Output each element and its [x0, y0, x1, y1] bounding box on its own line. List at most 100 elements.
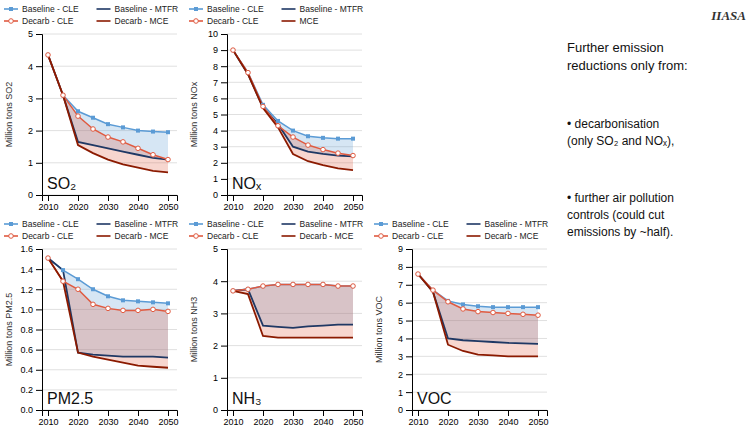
- marker: [231, 48, 236, 53]
- y-tick-label: 2: [28, 126, 33, 136]
- x-tick: [168, 410, 169, 416]
- x-tick: [168, 195, 169, 201]
- x-tick: [263, 410, 264, 416]
- marker: [166, 309, 171, 314]
- marker: [151, 130, 155, 134]
- plot-area: 20102020203020402050012345Million tons S…: [4, 29, 179, 212]
- y-tick-label: 7: [398, 280, 403, 290]
- x-tick-label: 2050: [343, 417, 363, 427]
- marks: [231, 48, 356, 170]
- grid-line: [42, 289, 177, 290]
- y-tick: [36, 370, 42, 371]
- legend-label: Decarb - CLE: [22, 16, 74, 26]
- panel: 20102020203020402050012345Million tons N…: [189, 219, 364, 427]
- y-tick-group: 6: [398, 298, 412, 308]
- y-tick-group: 7: [213, 78, 227, 88]
- y-tick-label: 4: [213, 126, 218, 136]
- marker: [306, 134, 310, 138]
- y-tick-group: 9: [213, 45, 227, 55]
- marker: [291, 282, 296, 287]
- x-tick: [78, 410, 79, 416]
- legend-label: Baseline - MTFR: [300, 219, 364, 229]
- x-tick-label: 2030: [98, 202, 118, 212]
- x-tick-group: 2010: [38, 410, 58, 427]
- x-tick-label: 2030: [283, 202, 303, 212]
- y-tick-label: 1: [213, 373, 218, 383]
- legend-item: Baseline - MTFR: [467, 219, 549, 229]
- x-tick-label: 2040: [498, 417, 518, 427]
- y-tick-label: 0.0: [20, 405, 33, 415]
- y-tick-label: 9: [213, 45, 218, 55]
- y-tick-label: 1.6: [20, 244, 33, 254]
- panel-label: NOₓ: [232, 175, 262, 192]
- x-tick: [418, 410, 419, 416]
- marker: [321, 282, 326, 287]
- legend: Baseline - CLEBaseline - MTFRDecarb - CL…: [189, 4, 363, 26]
- marker: [291, 129, 295, 133]
- x-tick-group: 2040: [128, 195, 148, 212]
- x-tick-group: 2050: [343, 195, 363, 212]
- legend-marker: [194, 234, 199, 239]
- x-tick-label: 2050: [528, 417, 548, 427]
- marker: [166, 130, 170, 134]
- marker: [46, 256, 50, 260]
- y-tick: [406, 267, 412, 268]
- marker: [76, 287, 81, 292]
- legend-marker: [9, 234, 14, 239]
- marker: [46, 256, 51, 261]
- legend-marker: [194, 7, 198, 11]
- marker: [536, 305, 540, 309]
- grid-line: [227, 50, 362, 51]
- x-tick: [108, 410, 109, 416]
- x-tick: [353, 410, 354, 416]
- legend-marker: [194, 222, 198, 226]
- legend-item: Baseline - CLE: [4, 219, 79, 229]
- legend-item: Decarb - MCE: [97, 231, 169, 241]
- legend-swatch: [282, 8, 296, 10]
- grid-line: [412, 302, 547, 303]
- marker: [76, 114, 81, 119]
- marker: [46, 53, 50, 57]
- y-tick-label: 5: [28, 29, 33, 39]
- legend-item: Decarb - MCE: [467, 231, 539, 241]
- annotation-line: reductions only from:: [567, 58, 688, 73]
- legend-item: Decarb - MCE: [282, 231, 354, 241]
- x-axis: 20102020203020402050: [223, 195, 363, 212]
- legend-item: Decarb - CLE: [189, 231, 259, 241]
- x-tick-group: 2050: [343, 410, 363, 427]
- y-tick: [406, 392, 412, 393]
- panel-label: SO₂: [47, 175, 76, 192]
- y-tick-group: 8: [398, 262, 412, 272]
- series-line: [48, 55, 168, 132]
- x-axis: 20102020203020402050: [408, 410, 548, 427]
- y-tick-group: 9: [398, 244, 412, 254]
- y-tick-group: 1.4: [20, 265, 42, 275]
- marker: [491, 305, 495, 309]
- grid: [42, 34, 177, 195]
- y-tick: [221, 147, 227, 148]
- marker: [276, 282, 281, 287]
- marker: [416, 272, 421, 277]
- y-tick: [36, 350, 42, 351]
- y-tick: [221, 115, 227, 116]
- x-tick: [478, 410, 479, 416]
- y-axis-title: Million tons NOx: [189, 81, 199, 147]
- y-tick: [36, 309, 42, 310]
- y-axis: 012345: [28, 29, 43, 200]
- marker: [61, 268, 65, 272]
- y-tick: [221, 66, 227, 67]
- legend: Baseline - CLEBaseline - MTFRDecarb - CL…: [374, 219, 548, 241]
- y-tick-label: 5: [398, 316, 403, 326]
- y-tick: [406, 374, 412, 375]
- x-tick-label: 2010: [38, 417, 58, 427]
- y-tick: [36, 195, 42, 196]
- y-tick-group: 4: [28, 62, 42, 72]
- panel: 20102020203020402050012345Million tons S…: [4, 4, 179, 212]
- y-tick-group: 6: [213, 94, 227, 104]
- y-tick-label: 8: [398, 262, 403, 272]
- x-tick: [233, 410, 234, 416]
- marker: [476, 309, 481, 314]
- series-line: [418, 274, 538, 344]
- y-tick-group: 4: [213, 126, 227, 136]
- legend-swatch: [97, 20, 111, 22]
